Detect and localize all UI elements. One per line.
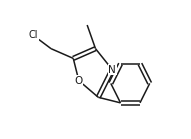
Text: O: O bbox=[75, 76, 83, 86]
Text: N: N bbox=[108, 64, 116, 75]
Text: Cl: Cl bbox=[29, 30, 38, 40]
